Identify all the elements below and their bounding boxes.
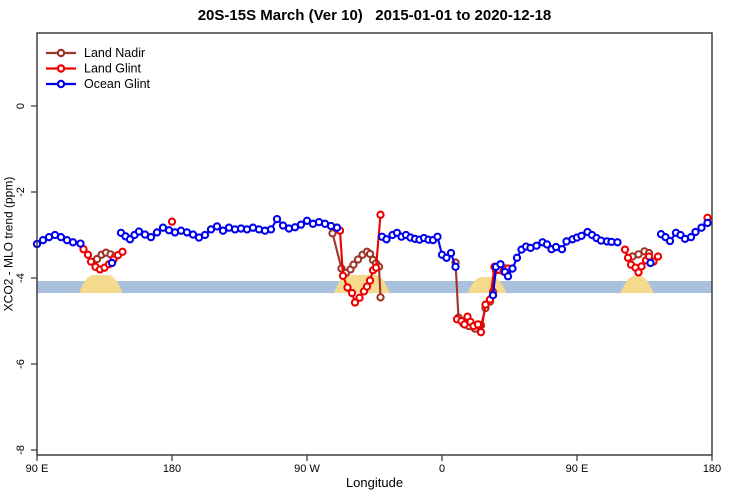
series-marker-ocean-glint [442, 253, 451, 262]
series-marker-land-glint [371, 263, 381, 272]
series-marker-ocean-glint [703, 218, 712, 228]
series-marker-ocean-glint [532, 241, 541, 250]
series-marker-land-glint [86, 257, 96, 266]
y-tick-label: -4 [15, 273, 27, 283]
series-marker-ocean-glint [56, 232, 66, 242]
series-marker-land-glint [83, 250, 93, 259]
series-marker-ocean-glint [68, 238, 78, 247]
x-axis-title: Longitude [345, 475, 404, 490]
yellow-region [467, 277, 507, 294]
series-marker-ocean-glint [488, 291, 498, 300]
series-marker-ocean-glint [446, 248, 456, 258]
x-tick-label: 90 W [294, 463, 320, 475]
series-marker-land-nadir [376, 293, 385, 302]
y-tick-label: -6 [15, 359, 27, 369]
series-marker-land-glint [476, 328, 486, 337]
y-axis-title: XCO2 - MLO trend (ppm) [1, 176, 16, 312]
legend-item-label: Ocean Glint [84, 77, 151, 91]
series-marker-land-nadir [634, 250, 643, 259]
series-marker-ocean-glint [613, 238, 622, 247]
series-marker-ocean-glint [278, 221, 288, 230]
plot-border [36, 32, 713, 456]
series-marker-ocean-glint [272, 214, 282, 224]
legend-marker-sample [56, 79, 66, 89]
legend-item-label: Land Glint [84, 62, 142, 76]
series-marker-ocean-glint [152, 228, 162, 237]
series-marker-land-glint [481, 300, 490, 309]
series-marker-ocean-glint [200, 230, 210, 240]
series-marker-land-glint [365, 276, 375, 285]
series-marker-ocean-glint [665, 236, 675, 246]
x-tick-label: 180 [163, 463, 181, 475]
series-marker-ocean-glint [206, 225, 216, 234]
series-marker-ocean-glint [382, 235, 391, 244]
series-marker-land-glint [167, 217, 177, 226]
series-marker-ocean-glint [38, 236, 48, 245]
series-marker-land-glint [376, 210, 385, 219]
series-marker-ocean-glint [646, 258, 655, 268]
yellow-region [620, 275, 654, 294]
series-marker-land-nadir [353, 255, 363, 264]
series-marker-land-glint [637, 262, 646, 271]
legend-marker-sample [56, 64, 66, 73]
series-marker-land-glint [362, 282, 372, 291]
series-marker-land-glint [623, 253, 633, 262]
series-marker-ocean-glint [691, 227, 700, 237]
series-marker-ocean-glint [218, 226, 228, 235]
series-marker-land-nadir [328, 229, 337, 238]
series-marker-land-glint [620, 245, 630, 254]
series-marker-ocean-glint [503, 272, 513, 281]
series-marker-land-glint [338, 271, 348, 280]
x-tick-label: 90 E [566, 463, 589, 475]
y-tick-label: 0 [15, 103, 27, 109]
series-marker-land-glint [343, 283, 352, 292]
series-marker-ocean-glint [134, 227, 144, 236]
yellow-region [79, 274, 123, 294]
y-tick-label: -2 [15, 187, 27, 197]
legend-item-label: Land Nadir [84, 46, 145, 60]
series-marker-land-glint [118, 247, 127, 256]
series-marker-ocean-glint [107, 258, 117, 268]
series-marker-ocean-glint [296, 220, 306, 229]
series-marker-ocean-glint [433, 232, 442, 241]
series-marker-ocean-glint [266, 225, 276, 234]
y-axis-title-wrap: XCO2 - MLO trend (ppm) [0, 33, 16, 455]
x-tick-label: 0 [439, 463, 445, 475]
x-tick-label: 180 [703, 463, 721, 475]
series-marker-ocean-glint [496, 260, 505, 269]
series-marker-ocean-glint [212, 222, 222, 231]
series-marker-ocean-glint [302, 216, 312, 225]
series-marker-land-glint [634, 268, 643, 277]
series-marker-land-glint [347, 288, 357, 298]
y-tick-label: -8 [15, 445, 27, 455]
series-marker-ocean-glint [697, 223, 706, 232]
series-marker-land-nadir [365, 249, 375, 259]
series-marker-ocean-glint [188, 230, 198, 239]
x-tick-label: 90 E [26, 463, 49, 475]
series-marker-ocean-glint [577, 231, 586, 241]
series-marker-ocean-glint [332, 223, 342, 232]
series-marker-ocean-glint [512, 253, 522, 262]
series-marker-ocean-glint [686, 232, 696, 242]
series-marker-land-nadir [349, 260, 358, 269]
series-marker-land-glint [653, 252, 663, 261]
series-marker-land-glint [473, 320, 483, 329]
series-marker-land-glint [355, 293, 364, 302]
series-marker-ocean-glint [451, 262, 460, 271]
series-marker-ocean-glint [76, 239, 85, 248]
series-marker-ocean-glint [508, 264, 517, 273]
series-marker-ocean-glint [146, 232, 156, 242]
series-marker-land-glint [350, 298, 360, 307]
legend-marker-sample [56, 48, 66, 58]
series-marker-ocean-glint [557, 245, 567, 254]
chart-title: 20S-15S March (Ver 10) 2015-01-01 to 202… [197, 7, 552, 24]
series-marker-ocean-glint [542, 240, 552, 249]
